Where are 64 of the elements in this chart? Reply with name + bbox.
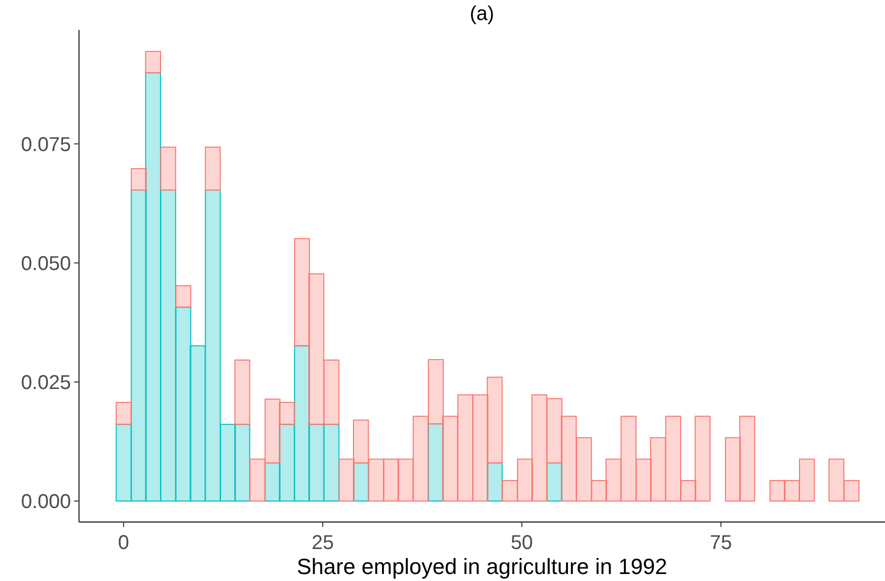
- bar: [278, 402, 295, 425]
- bar: [308, 273, 324, 425]
- bar: [428, 359, 444, 424]
- bar: [160, 146, 176, 191]
- bar: [531, 394, 548, 502]
- bar: [694, 416, 711, 502]
- bar: [160, 190, 176, 502]
- bar: [175, 306, 192, 502]
- bar: [353, 420, 369, 464]
- bar: [398, 458, 414, 502]
- bar: [294, 238, 310, 346]
- bar: [145, 50, 161, 74]
- bar: [502, 480, 518, 502]
- bar: [517, 458, 533, 502]
- bar: [576, 437, 592, 502]
- bar: [739, 416, 756, 502]
- y-tick-label: 0.000: [20, 491, 71, 514]
- bar: [204, 190, 221, 502]
- bar: [605, 458, 622, 502]
- bar: [724, 437, 741, 502]
- bar: [784, 480, 800, 502]
- bar: [650, 437, 666, 502]
- bar: [204, 146, 221, 191]
- bar: [220, 424, 236, 502]
- chart-title: (a): [470, 3, 494, 25]
- y-tick-label: 0.025: [20, 372, 71, 394]
- bar: [472, 394, 488, 502]
- bar: [116, 424, 132, 502]
- x-axis-title: Share employed in agriculture in 1992: [296, 554, 668, 579]
- bar: [190, 345, 206, 502]
- y-tick-label: 0.075: [20, 134, 71, 156]
- bar: [665, 416, 682, 502]
- bar: [770, 480, 786, 502]
- bar: [486, 376, 503, 464]
- bar: [560, 416, 577, 502]
- bar: [636, 458, 652, 502]
- bar: [264, 398, 280, 464]
- x-tick-label: 50: [510, 532, 533, 554]
- bar: [591, 480, 608, 502]
- x-tick-label: 0: [118, 532, 130, 554]
- bar: [442, 416, 458, 502]
- y-tick-label: 0.050: [20, 252, 71, 275]
- bar: [249, 458, 266, 502]
- bar: [368, 458, 384, 502]
- bar: [130, 168, 147, 191]
- bar: [844, 480, 860, 502]
- bar: [234, 360, 250, 425]
- bar: [145, 72, 161, 502]
- bar: [412, 416, 429, 502]
- bar: [324, 360, 340, 425]
- bar: [234, 424, 250, 502]
- bar: [324, 424, 340, 502]
- bar: [620, 416, 636, 502]
- x-tick-label: 25: [312, 532, 334, 554]
- bar: [338, 458, 355, 502]
- bar: [308, 424, 324, 502]
- bar: [828, 458, 844, 502]
- bar: [799, 458, 815, 502]
- bar: [457, 394, 474, 502]
- bar: [116, 402, 132, 425]
- bar: [546, 398, 562, 464]
- bar: [175, 285, 192, 308]
- bar: [294, 345, 310, 502]
- x-tick-label: 75: [710, 532, 732, 554]
